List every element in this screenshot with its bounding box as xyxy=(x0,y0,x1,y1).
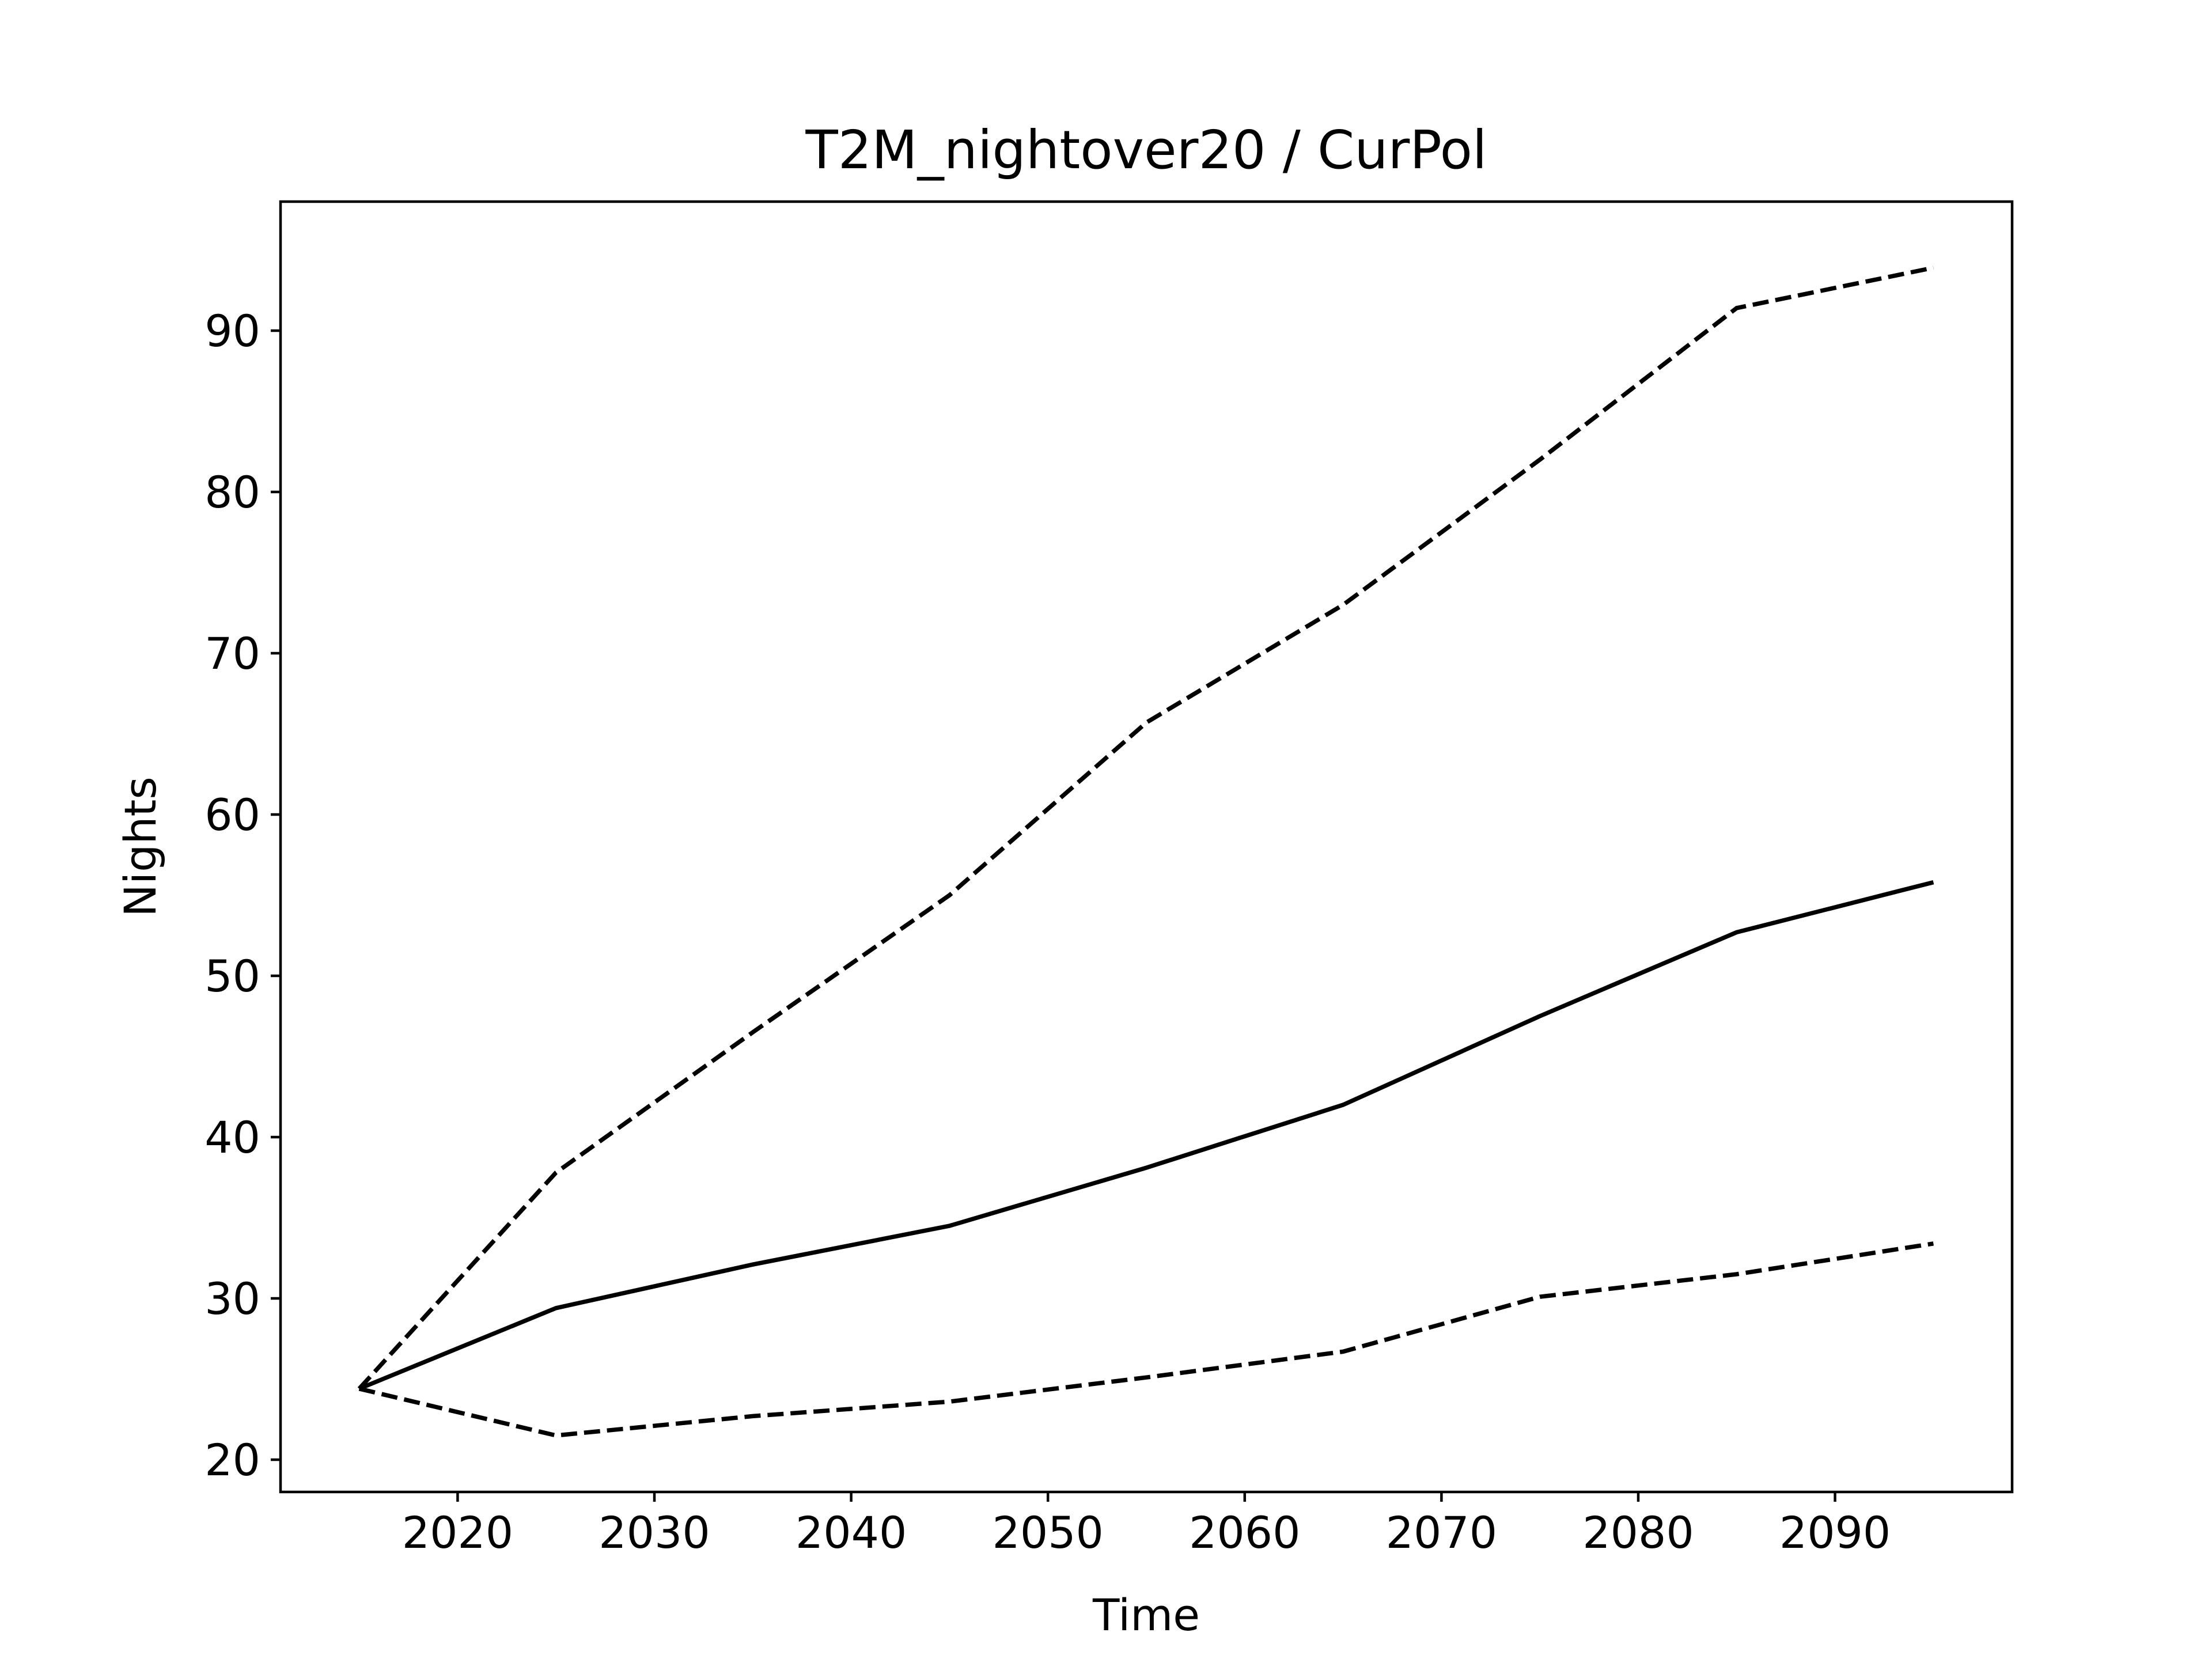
y-axis: 20 30 40 50 60 70 80 90 xyxy=(204,305,281,1486)
x-tick-label: 2030 xyxy=(599,1507,710,1558)
plot-frame xyxy=(279,200,2014,1494)
chart-title: T2M_nightover20 / CurPol xyxy=(805,119,1487,181)
x-tick-label: 2060 xyxy=(1189,1507,1300,1558)
y-tick-label: 30 xyxy=(204,1273,260,1324)
y-tick-label: 50 xyxy=(204,950,260,1002)
x-tick-label: 2070 xyxy=(1386,1507,1497,1558)
y-tick-label: 80 xyxy=(204,467,260,518)
x-tick-label: 2080 xyxy=(1582,1507,1694,1558)
series-line-1 xyxy=(358,880,1934,1391)
x-tick-label: 2020 xyxy=(402,1507,513,1558)
y-tick-label: 70 xyxy=(204,628,260,679)
series-line-2 xyxy=(357,266,1934,1391)
series-line-3 xyxy=(358,1241,1934,1438)
x-axis: 2020 2030 2040 2050 2060 2070 2080 2090 xyxy=(402,1492,1891,1558)
x-axis-label: Time xyxy=(1092,1589,1200,1641)
y-tick-label: 40 xyxy=(204,1112,260,1163)
x-tick-label: 2050 xyxy=(992,1507,1103,1558)
x-tick-label: 2040 xyxy=(796,1507,907,1558)
y-axis-label: Nights xyxy=(115,777,166,917)
x-tick-label: 2090 xyxy=(1779,1507,1891,1558)
y-tick-label: 90 xyxy=(204,305,260,357)
series-layer xyxy=(357,266,1934,1438)
y-tick-label: 60 xyxy=(204,789,260,840)
y-tick-label: 20 xyxy=(204,1434,260,1486)
